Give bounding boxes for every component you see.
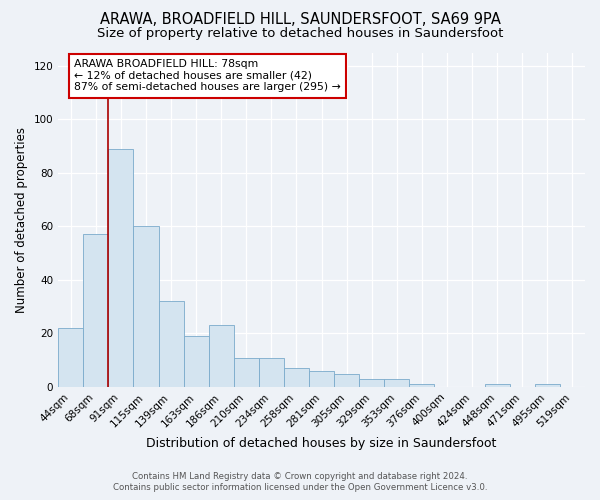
- Bar: [309, 371, 334, 387]
- Bar: [133, 226, 158, 387]
- Bar: [58, 328, 83, 387]
- X-axis label: Distribution of detached houses by size in Saundersfoot: Distribution of detached houses by size …: [146, 437, 497, 450]
- Text: Size of property relative to detached houses in Saundersfoot: Size of property relative to detached ho…: [97, 28, 503, 40]
- Bar: [334, 374, 359, 387]
- Text: ARAWA, BROADFIELD HILL, SAUNDERSFOOT, SA69 9PA: ARAWA, BROADFIELD HILL, SAUNDERSFOOT, SA…: [100, 12, 500, 28]
- Bar: [535, 384, 560, 387]
- Bar: [485, 384, 510, 387]
- Bar: [385, 379, 409, 387]
- Bar: [359, 379, 385, 387]
- Text: Contains HM Land Registry data © Crown copyright and database right 2024.
Contai: Contains HM Land Registry data © Crown c…: [113, 472, 487, 492]
- Text: ARAWA BROADFIELD HILL: 78sqm
← 12% of detached houses are smaller (42)
87% of se: ARAWA BROADFIELD HILL: 78sqm ← 12% of de…: [74, 59, 341, 92]
- Bar: [234, 358, 259, 387]
- Bar: [284, 368, 309, 387]
- Bar: [259, 358, 284, 387]
- Bar: [83, 234, 109, 387]
- Bar: [209, 326, 234, 387]
- Bar: [184, 336, 209, 387]
- Bar: [109, 149, 133, 387]
- Bar: [158, 302, 184, 387]
- Y-axis label: Number of detached properties: Number of detached properties: [15, 126, 28, 312]
- Bar: [409, 384, 434, 387]
